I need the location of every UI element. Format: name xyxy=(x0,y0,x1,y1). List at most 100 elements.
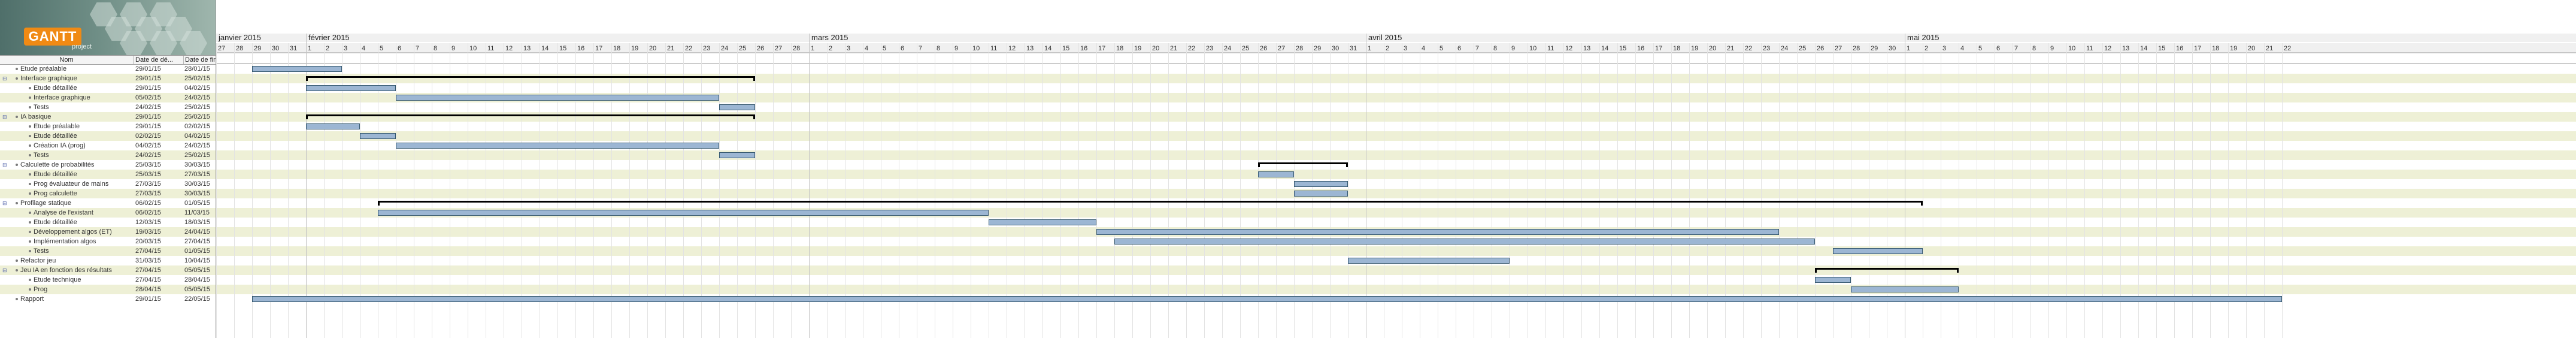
summary-bar-end xyxy=(1346,162,1348,167)
task-bullet-icon xyxy=(16,116,18,118)
task-row[interactable]: Analyse de l'existant 06/02/15 11/03/15 xyxy=(0,208,216,218)
task-end-date: 05/05/15 xyxy=(184,267,210,274)
collapse-toggle-icon[interactable]: ⊟ xyxy=(2,162,7,168)
day-label: 31 xyxy=(1350,45,1357,52)
task-start-date: 28/04/15 xyxy=(135,286,161,293)
task-row[interactable]: Etude technique 27/04/15 28/04/15 xyxy=(0,275,216,285)
gantt-chart-area[interactable]: 27 28 29 30 31 1 2 3 4 5 6 7 8 9 10 11 12 13 14 15 16 17 18 19 2… xyxy=(216,0,2576,338)
day-label: 21 xyxy=(667,45,674,52)
task-bar xyxy=(306,85,396,91)
task-row[interactable]: Etude détaillée 02/02/15 04/02/15 xyxy=(0,131,216,141)
day-label: 30 xyxy=(272,45,279,52)
task-bullet-icon xyxy=(29,183,31,185)
task-bullet-icon xyxy=(29,250,31,252)
task-row[interactable]: ⊟ Profilage statique 06/02/15 01/05/15 xyxy=(0,198,216,208)
day-label: 22 xyxy=(685,45,692,52)
task-bullet-icon xyxy=(16,68,18,70)
task-end-date: 05/05/15 xyxy=(184,286,210,293)
task-bar xyxy=(396,95,719,101)
day-label: 29 xyxy=(1871,45,1878,52)
task-row[interactable]: Etude préalable 29/01/15 28/01/15 xyxy=(0,64,216,74)
day-label: 21 xyxy=(2266,45,2273,52)
task-bullet-icon xyxy=(16,164,18,166)
collapse-toggle-icon[interactable]: ⊟ xyxy=(2,76,7,82)
day-label: 8 xyxy=(2032,45,2036,52)
day-label: 14 xyxy=(1044,45,1051,52)
day-label: 10 xyxy=(972,45,980,52)
task-row[interactable]: Etude préalable 29/01/15 02/02/15 xyxy=(0,122,216,131)
day-label: 18 xyxy=(2212,45,2219,52)
task-bar xyxy=(1096,229,1779,235)
task-bar xyxy=(1833,248,1923,254)
task-name: Prog évaluateur de mains xyxy=(34,180,109,188)
column-header-end-date[interactable]: Date de fin xyxy=(185,56,217,64)
task-row[interactable]: Etude détaillée 29/01/15 04/02/15 xyxy=(0,83,216,93)
task-row[interactable]: Développement algos (ET) 19/03/15 24/04/15 xyxy=(0,227,216,237)
task-row[interactable]: Prog évaluateur de mains 27/03/15 30/03/15 xyxy=(0,179,216,189)
task-start-date: 29/01/15 xyxy=(135,295,161,303)
task-start-date: 24/02/15 xyxy=(135,152,161,159)
task-bullet-icon xyxy=(29,240,31,243)
day-label: 27 xyxy=(1278,45,1285,52)
day-label: 1 xyxy=(811,45,814,52)
task-bar xyxy=(719,152,755,158)
day-label: 22 xyxy=(1745,45,1752,52)
task-row[interactable]: Etude détaillée 12/03/15 18/03/15 xyxy=(0,218,216,227)
task-row[interactable]: ⊟ Jeu IA en fonction des résultats 27/04/1… xyxy=(0,265,216,275)
task-bar xyxy=(378,210,989,216)
task-row[interactable]: Prog calculette 27/03/15 30/03/15 xyxy=(0,189,216,198)
collapse-toggle-icon[interactable]: ⊟ xyxy=(2,114,7,120)
task-row[interactable]: Tests 24/02/15 25/02/15 xyxy=(0,150,216,160)
logo-subtext: project xyxy=(72,43,92,50)
task-bar xyxy=(1294,191,1348,197)
day-label: 10 xyxy=(2068,45,2075,52)
task-end-date: 30/03/15 xyxy=(184,190,210,197)
day-label: 9 xyxy=(954,45,958,52)
task-row[interactable]: Interface graphique 05/02/15 24/02/15 xyxy=(0,93,216,102)
task-bar xyxy=(396,143,719,149)
task-name: Etude détaillée xyxy=(34,84,77,92)
collapse-toggle-icon[interactable]: ⊟ xyxy=(2,200,7,206)
task-row[interactable]: Création IA (prog) 04/02/15 24/02/15 xyxy=(0,141,216,150)
summary-bar xyxy=(378,201,1923,203)
task-bar xyxy=(1114,239,1815,245)
column-header-start-date[interactable]: Date de dé... xyxy=(134,56,184,64)
day-label: 2 xyxy=(829,45,832,52)
task-row[interactable]: Etude détaillée 25/03/15 27/03/15 xyxy=(0,170,216,179)
day-label: 13 xyxy=(1026,45,1034,52)
task-bullet-icon xyxy=(16,77,18,80)
day-label: 29 xyxy=(254,45,261,52)
task-row[interactable]: ⊟ Interface graphique 29/01/15 25/02/15 xyxy=(0,74,216,83)
day-label: 20 xyxy=(1152,45,1159,52)
day-label: 18 xyxy=(1673,45,1680,52)
task-bullet-icon xyxy=(29,221,31,224)
task-row[interactable]: Implémentation algos 20/03/15 27/04/15 xyxy=(0,237,216,246)
task-row[interactable]: ⊟ IA basique 29/01/15 25/02/15 xyxy=(0,112,216,122)
task-start-date: 19/03/15 xyxy=(135,228,161,236)
day-label: 16 xyxy=(1080,45,1087,52)
day-label: 13 xyxy=(523,45,531,52)
collapse-toggle-icon[interactable]: ⊟ xyxy=(2,267,7,273)
day-label: 2 xyxy=(326,45,329,52)
task-row[interactable]: Rapport 29/01/15 22/05/15 xyxy=(0,294,216,304)
day-label: 20 xyxy=(649,45,656,52)
task-bullet-icon xyxy=(16,269,18,271)
task-end-date: 22/05/15 xyxy=(184,295,210,303)
task-start-date: 25/03/15 xyxy=(135,161,161,168)
task-row[interactable]: Prog 28/04/15 05/05/15 xyxy=(0,285,216,294)
task-row[interactable]: Refactor jeu 31/03/15 10/04/15 xyxy=(0,256,216,265)
summary-bar-end xyxy=(306,76,308,81)
day-label: 19 xyxy=(1134,45,1141,52)
column-header-name[interactable]: Nom xyxy=(0,56,134,64)
day-label: 30 xyxy=(1889,45,1896,52)
task-name: Etude détaillée xyxy=(34,219,77,226)
task-bullet-icon xyxy=(16,298,18,300)
day-label: 20 xyxy=(2248,45,2255,52)
task-row[interactable]: Tests 24/02/15 25/02/15 xyxy=(0,102,216,112)
day-label: 4 xyxy=(865,45,868,52)
task-bar xyxy=(252,66,342,72)
month-label: mai 2015 xyxy=(1907,33,1939,42)
task-end-date: 24/02/15 xyxy=(184,142,210,149)
task-row[interactable]: ⊟ Calculette de probabilités 25/03/15 30/03… xyxy=(0,160,216,170)
task-row[interactable]: Tests 27/04/15 01/05/15 xyxy=(0,246,216,256)
